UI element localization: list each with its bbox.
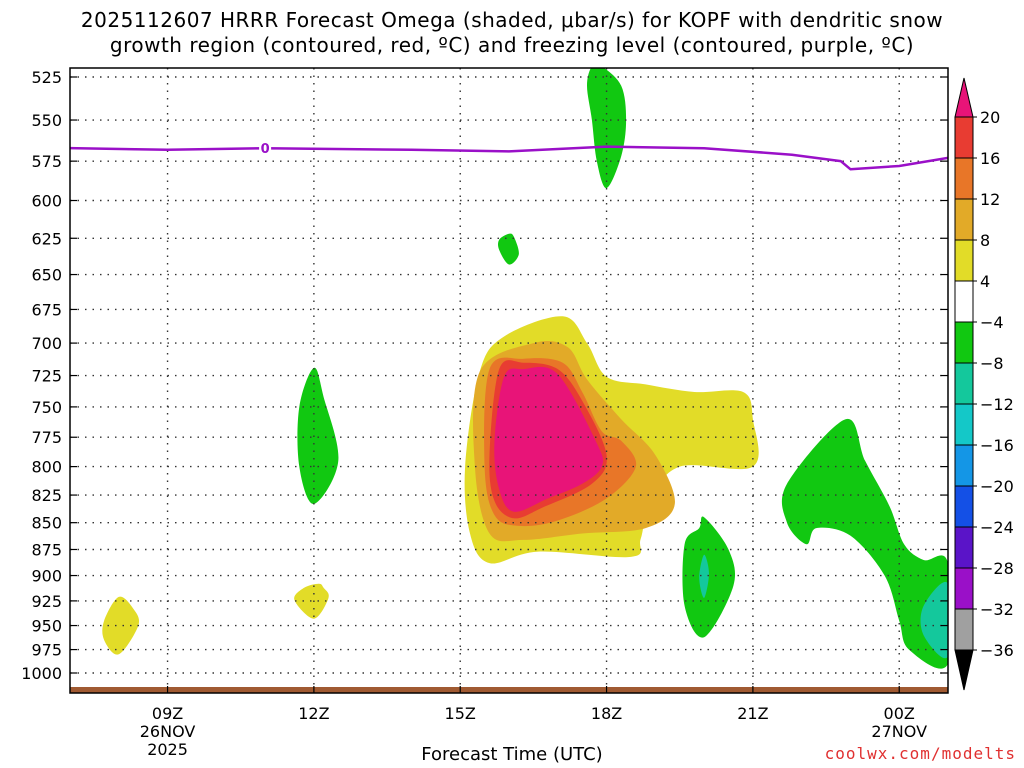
y-tick-label-550: 550 xyxy=(31,111,62,130)
y-tick-label-925: 925 xyxy=(31,592,62,611)
ground-surface-bar xyxy=(70,687,948,693)
colorbar-swatch-6 xyxy=(954,321,974,364)
y-tick-label-800: 800 xyxy=(31,458,62,477)
omega-region-7 xyxy=(781,419,948,669)
y-tick-label-700: 700 xyxy=(31,334,62,353)
colorbar-label-3: 8 xyxy=(980,231,990,250)
colorbar-bottom-arrow xyxy=(954,649,974,691)
x-tick-date-24: 27NOV xyxy=(871,722,927,741)
omega-region-4 xyxy=(102,596,140,655)
colorbar-top-arrow xyxy=(954,77,974,118)
colorbar-swatch-11 xyxy=(954,526,974,569)
colorbar-label-1: 16 xyxy=(980,149,1000,168)
y-tick-label-850: 850 xyxy=(31,514,62,533)
omega-region-1 xyxy=(498,233,519,265)
x-tick-label-12: 12Z xyxy=(298,704,329,723)
y-tick-label-600: 600 xyxy=(31,192,62,211)
y-tick-label-875: 875 xyxy=(31,540,62,559)
y-tick-label-725: 725 xyxy=(31,367,62,386)
x-tick-date-9: 26NOV xyxy=(140,722,196,741)
colorbar-swatch-4 xyxy=(954,239,974,282)
x-tick-year-9: 2025 xyxy=(147,740,188,759)
x-tick-label-9: 09Z xyxy=(152,704,183,723)
colorbar-label-7: −12 xyxy=(980,395,1014,414)
omega-region-2 xyxy=(297,367,339,505)
chart-title-line-2: growth region (contoured, red, ºC) and f… xyxy=(109,33,915,57)
colorbar-label-8: −16 xyxy=(980,436,1014,455)
colorbar-label-10: −24 xyxy=(980,518,1014,537)
colorbar-label-11: −28 xyxy=(980,559,1014,578)
freezing-level-label: 0 xyxy=(261,142,270,157)
colorbar-swatch-10 xyxy=(954,485,974,528)
colorbar-label-6: −8 xyxy=(980,354,1004,373)
y-tick-label-950: 950 xyxy=(31,617,62,636)
colorbar-swatch-2 xyxy=(954,157,974,200)
colorbar-swatch-9 xyxy=(954,444,974,487)
omega-shading xyxy=(102,68,948,669)
x-tick-label-21: 21Z xyxy=(737,704,768,723)
colorbar-label-9: −20 xyxy=(980,477,1014,496)
y-tick-label-975: 975 xyxy=(31,641,62,660)
y-tick-label-775: 775 xyxy=(31,428,62,447)
omega-region-6 xyxy=(699,554,709,598)
colorbar-swatch-8 xyxy=(954,403,974,446)
x-axis-title: Forecast Time (UTC) xyxy=(421,744,603,765)
y-tick-label-575: 575 xyxy=(31,152,62,171)
plot-frame xyxy=(69,67,949,694)
colorbar-swatch-1 xyxy=(954,116,974,159)
colorbar-label-0: 20 xyxy=(980,108,1000,127)
colorbar-swatch-last xyxy=(954,608,974,651)
y-tick-label-525: 525 xyxy=(31,68,62,87)
y-tick-label-625: 625 xyxy=(31,229,62,248)
freezing-level-label-bg xyxy=(259,140,272,157)
x-tick-label-15: 15Z xyxy=(445,704,476,723)
colorbar: 20 16 12 8 4 −4 −8 −12 −16 −20 −24 −28 −32 −36 xyxy=(954,77,1014,691)
y-axis: 525 550 575 600 625 650 675 700 725 750 775 800 825 8… xyxy=(21,68,948,683)
colorbar-swatch-7 xyxy=(954,362,974,405)
y-tick-label-675: 675 xyxy=(31,300,62,319)
credit-link[interactable]: coolwx.com/modelts xyxy=(824,744,1016,763)
colorbar-label-2: 12 xyxy=(980,190,1000,209)
chart-title-line-1: 2025112607 HRRR Forecast Omega (shaded, … xyxy=(80,8,944,32)
y-tick-label-900: 900 xyxy=(31,567,62,586)
omega-region-0 xyxy=(587,68,627,189)
x-tick-label-24: 00Z xyxy=(884,704,915,723)
y-tick-label-825: 825 xyxy=(31,486,62,505)
freezing-level-line xyxy=(70,145,948,171)
omega-region-13 xyxy=(494,366,604,512)
colorbar-label-12: −32 xyxy=(980,600,1014,619)
y-tick-label-1000: 1000 xyxy=(21,664,62,683)
freezing-level-layer: 0 xyxy=(70,140,948,171)
colorbar-swatch-3 xyxy=(954,198,974,241)
colorbar-label-4: 4 xyxy=(980,272,990,291)
y-tick-label-750: 750 xyxy=(31,398,62,417)
colorbar-label-5: −4 xyxy=(980,313,1004,332)
colorbar-swatch-5 xyxy=(954,280,974,323)
colorbar-swatch-12 xyxy=(954,567,974,610)
colorbar-label-13: −36 xyxy=(980,641,1014,660)
y-tick-label-650: 650 xyxy=(31,266,62,285)
x-tick-label-18: 18Z xyxy=(591,704,622,723)
